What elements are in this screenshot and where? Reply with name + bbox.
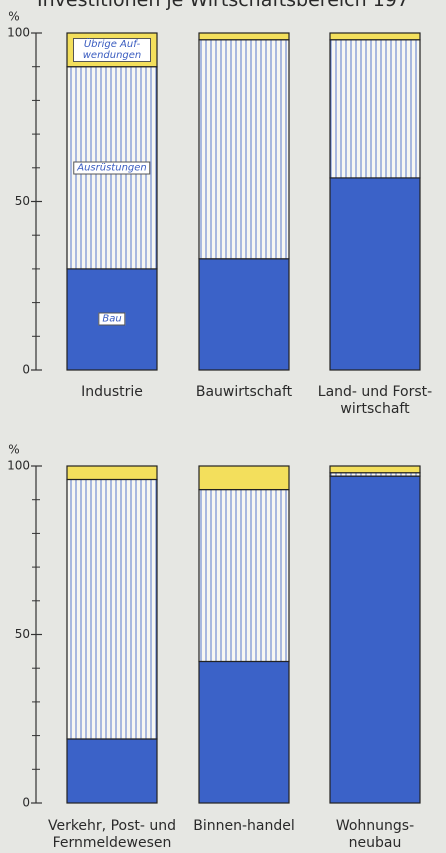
bar-segment bbox=[329, 177, 421, 371]
x-tick-label: Binnen-handel bbox=[193, 818, 295, 834]
bar-segment bbox=[329, 32, 421, 41]
segment-label: Bau bbox=[98, 312, 126, 326]
y-tick-label: 50 bbox=[15, 194, 30, 208]
bar-segment bbox=[198, 258, 290, 371]
y-tick-label: 0 bbox=[22, 363, 30, 377]
x-tick-label: Verkehr, Post- und Fernmeldewesen bbox=[47, 818, 177, 851]
bar-segment bbox=[66, 465, 158, 481]
bar-segment bbox=[329, 465, 421, 474]
bar-segment bbox=[198, 660, 290, 804]
segment-label: Übrige Auf-wendungen bbox=[73, 37, 151, 62]
y-tick-label: 0 bbox=[22, 796, 30, 810]
x-tick-label: Industrie bbox=[81, 384, 143, 400]
y-tick-label: 100 bbox=[7, 26, 30, 40]
bar-segment bbox=[198, 39, 290, 260]
bar-segment bbox=[66, 478, 158, 740]
chart-title: Investitionen je Wirtschaftsbereich 197 bbox=[37, 0, 409, 11]
y-tick-label: 50 bbox=[15, 627, 30, 641]
bar-segment bbox=[329, 39, 421, 179]
x-tick-label: Wohnungs-neubau bbox=[335, 818, 415, 851]
bar-segment bbox=[66, 738, 158, 804]
bar-segment bbox=[198, 465, 290, 491]
x-tick-label: Bauwirtschaft bbox=[195, 384, 293, 400]
y-axis-label: % bbox=[8, 10, 19, 24]
bar-segment bbox=[198, 488, 290, 663]
bar-segment bbox=[198, 32, 290, 41]
y-axis-label: % bbox=[8, 443, 19, 457]
y-tick-label: 100 bbox=[7, 459, 30, 473]
x-tick-label: Land- und Forst-wirtschaft bbox=[317, 384, 433, 417]
bar-segment bbox=[329, 475, 421, 804]
segment-label: Ausrüstungen bbox=[73, 161, 151, 175]
